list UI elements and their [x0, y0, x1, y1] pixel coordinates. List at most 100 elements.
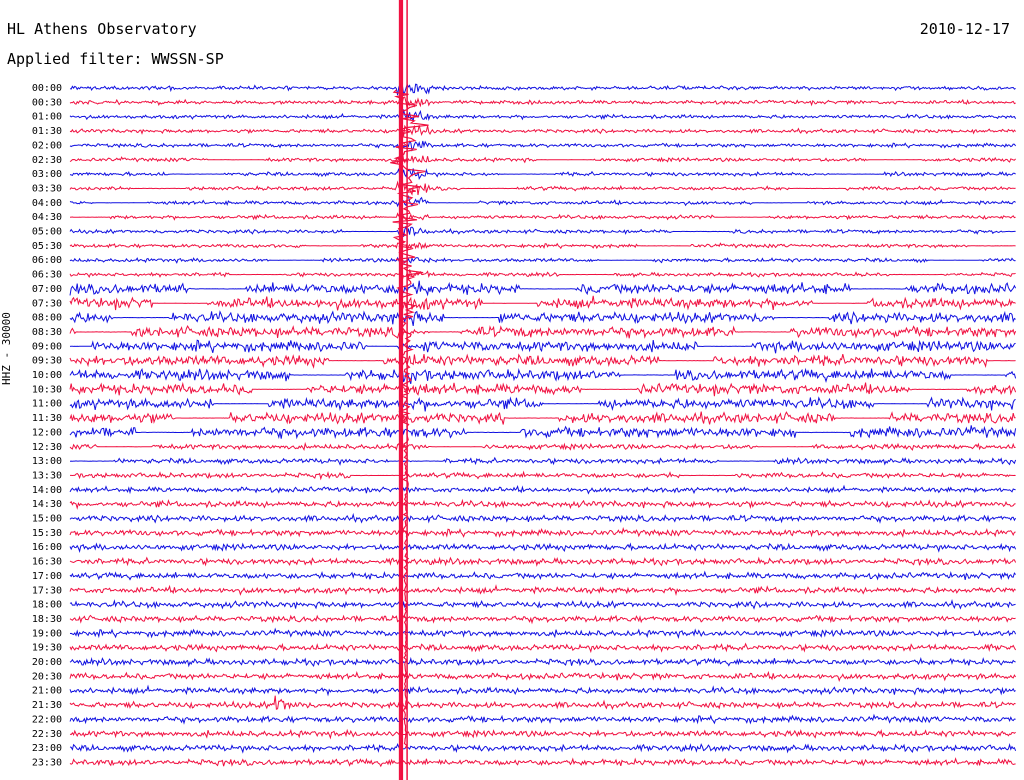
trace-row-2100 — [69, 684, 1016, 697]
trace-row-0330 — [69, 180, 1016, 196]
row-time-label: 17:00 — [32, 571, 62, 582]
row-time-label: 12:30 — [32, 442, 62, 453]
date-label: 2010-12-17 — [919, 20, 1010, 38]
row-time-label: 10:30 — [32, 384, 62, 395]
trace-row-0930 — [69, 353, 1016, 369]
row-time-label: 23:30 — [32, 757, 62, 768]
trace-row-2330 — [69, 757, 1016, 768]
trace-row-1830 — [69, 614, 1016, 625]
row-time-label: 14:30 — [32, 499, 62, 510]
trace-row-1230 — [69, 441, 1016, 452]
trace-row-1430 — [69, 498, 1016, 510]
trace-row-2130 — [69, 695, 1016, 711]
row-time-label: 02:00 — [32, 140, 62, 151]
row-time-label: 08:30 — [32, 327, 62, 338]
trace-row-1630 — [69, 556, 1017, 567]
row-time-label: 12:00 — [32, 427, 62, 438]
row-time-label: 18:30 — [32, 614, 62, 625]
trace-row-1730 — [69, 584, 1016, 596]
trace-row-0730 — [69, 295, 1016, 312]
row-time-label: 13:30 — [32, 470, 62, 481]
row-time-label: 03:00 — [32, 169, 62, 180]
row-time-label: 22:30 — [32, 729, 62, 740]
row-time-label: 04:30 — [32, 212, 62, 223]
trace-row-1000 — [69, 367, 1017, 384]
trace-row-2000 — [69, 656, 1016, 668]
station-title: HL Athens Observatory — [7, 20, 197, 38]
trace-row-0830 — [69, 325, 1017, 339]
trace-row-1930 — [69, 642, 1017, 654]
row-time-label: 04:00 — [32, 198, 62, 209]
trace-row-2300 — [69, 742, 1017, 754]
row-time-label: 23:00 — [32, 743, 62, 754]
row-time-label: 16:00 — [32, 542, 62, 553]
row-time-label: 09:00 — [32, 341, 62, 352]
trace-row-0900 — [69, 339, 1016, 354]
row-time-label: 01:30 — [32, 126, 62, 137]
row-time-label: 20:30 — [32, 671, 62, 682]
trace-row-1330 — [70, 470, 1016, 481]
row-time-label: 07:00 — [32, 284, 62, 295]
trace-row-1600 — [69, 542, 1017, 553]
trace-row-1500 — [69, 512, 1017, 524]
trace-row-0530 — [69, 241, 1016, 251]
filter-label: Applied filter: WWSSN-SP — [7, 50, 224, 68]
row-time-label: 16:30 — [32, 557, 62, 568]
row-time-label: 01:00 — [32, 112, 62, 123]
row-time-label: 06:00 — [32, 255, 62, 266]
trace-row-0300 — [69, 167, 1016, 180]
row-time-label: 20:00 — [32, 657, 62, 668]
row-time-label: 15:30 — [32, 528, 62, 539]
trace-row-1700 — [69, 570, 1016, 581]
trace-row-0630 — [69, 269, 1016, 280]
row-time-label: 13:00 — [32, 456, 62, 467]
trace-row-0100 — [69, 109, 1017, 122]
trace-row-2230 — [69, 728, 1016, 740]
trace-row-1100 — [69, 396, 1016, 412]
row-time-label: 14:00 — [32, 485, 62, 496]
trace-row-2200 — [69, 713, 1016, 725]
trace-row-1800 — [69, 598, 1016, 610]
row-time-label: 19:30 — [32, 643, 62, 654]
row-time-label: 07:30 — [32, 298, 62, 309]
trace-row-0500 — [69, 225, 1016, 237]
row-time-label: 17:30 — [32, 585, 62, 596]
trace-row-0400 — [69, 195, 1016, 208]
row-time-label: 15:00 — [32, 514, 62, 525]
trace-row-1900 — [69, 627, 1017, 640]
row-time-label: 00:30 — [32, 97, 62, 108]
row-time-label: 08:00 — [32, 313, 62, 324]
trace-row-0700 — [69, 280, 1017, 297]
row-time-label: 02:30 — [32, 155, 62, 166]
trace-row-0000 — [69, 82, 1016, 96]
trace-row-1030 — [69, 381, 1017, 397]
row-time-label: 05:00 — [32, 227, 62, 238]
row-time-label: 11:30 — [32, 413, 62, 424]
trace-row-0230 — [69, 150, 1016, 169]
row-time-label: 21:30 — [32, 700, 62, 711]
row-time-label: 21:00 — [32, 686, 62, 697]
trace-row-1300 — [69, 456, 1017, 466]
trace-row-1200 — [69, 425, 1017, 440]
trace-row-1400 — [69, 484, 1016, 495]
row-time-label: 05:30 — [32, 241, 62, 252]
trace-row-2030 — [69, 670, 1017, 683]
row-time-label: 09:30 — [32, 356, 62, 367]
row-time-label: 10:00 — [32, 370, 62, 381]
event-coda-trace — [390, 89, 429, 749]
row-time-label: 00:00 — [32, 83, 62, 94]
trace-row-0600 — [69, 256, 1016, 264]
trace-row-0130 — [69, 124, 1016, 137]
trace-row-1530 — [69, 527, 1016, 538]
trace-row-0800 — [69, 310, 1016, 326]
row-time-label: 19:00 — [32, 628, 62, 639]
trace-row-1130 — [69, 411, 1016, 425]
trace-row-0200 — [69, 140, 1017, 152]
row-time-label: 03:30 — [32, 183, 62, 194]
row-time-label: 22:00 — [32, 714, 62, 725]
trace-row-0030 — [69, 96, 1016, 109]
trace-row-0430 — [69, 212, 1016, 222]
row-time-label: 18:00 — [32, 600, 62, 611]
row-time-label: 11:00 — [32, 399, 62, 410]
